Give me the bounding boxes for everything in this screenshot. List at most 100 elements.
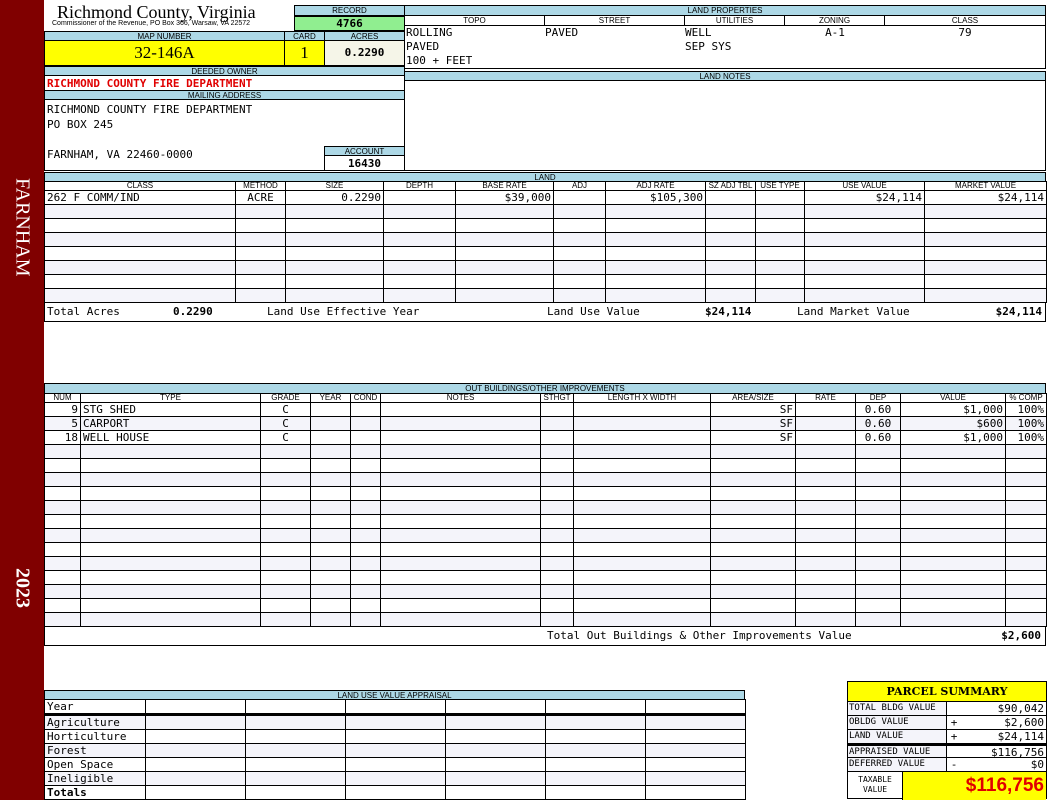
- outbuilding-row: [44, 472, 1047, 487]
- land-cell: [924, 260, 1047, 275]
- land-cell: [705, 204, 756, 219]
- outbuilding-cell: [350, 612, 381, 627]
- outbuilding-cell: [380, 584, 541, 599]
- outbuilding-cell: STG SHED: [80, 402, 261, 417]
- summary-row-value: $24,114: [997, 730, 1044, 743]
- land-column-header: ADJ: [553, 181, 606, 191]
- outbuilding-cell: [1005, 444, 1047, 459]
- land-cell: [553, 274, 606, 289]
- outbuilding-cell: [310, 612, 351, 627]
- summary-row: DEFERRED VALUE - $0: [848, 758, 1046, 772]
- land-cell: $39,000: [455, 190, 554, 205]
- outbuilding-cell: [540, 444, 574, 459]
- outbuilding-cell: [900, 472, 1006, 487]
- page-subtitle: Commissioner of the Revenue, PO Box 366,…: [52, 20, 251, 27]
- outbuilding-cell: [310, 528, 351, 543]
- parcel-summary: PARCEL SUMMARY TOTAL BLDG VALUE $90,042 OB…: [847, 681, 1047, 800]
- outbuilding-cell: 5: [44, 416, 81, 431]
- outbuilding-cell: [710, 444, 796, 459]
- outbuilding-cell: C: [260, 402, 311, 417]
- land-use-value-label: Land Use Value: [547, 305, 640, 318]
- land-use-cell: [445, 743, 546, 758]
- summary-row-value: $90,042: [997, 702, 1044, 715]
- land-use-cell: [545, 743, 646, 758]
- land-cell: [383, 246, 456, 261]
- outbuildings-total-value: $2,600: [1001, 629, 1041, 642]
- outbuilding-cell: [710, 528, 796, 543]
- outbuilding-cell: [855, 556, 901, 571]
- land-cell: [383, 260, 456, 275]
- outbuilding-cell: [540, 472, 574, 487]
- outbuilding-cell: [710, 584, 796, 599]
- outbuilding-cell: [540, 458, 574, 473]
- outbuilding-cell: [310, 416, 351, 431]
- outbuilding-cell: [350, 584, 381, 599]
- outbuilding-cell: [855, 472, 901, 487]
- outbuilding-cell: [380, 570, 541, 585]
- land-cell: [455, 288, 554, 303]
- land-cell: [235, 288, 286, 303]
- outbuilding-cell: [573, 486, 711, 501]
- outbuilding-column-header: NUM: [44, 393, 81, 403]
- outbuilding-cell: [900, 556, 1006, 571]
- land-use-cell: [445, 771, 546, 786]
- land-use-cell: [345, 699, 446, 716]
- outbuilding-cell: [795, 542, 856, 557]
- land-cell: [285, 274, 384, 289]
- land-use-row-label: Agriculture: [44, 714, 146, 730]
- outbuilding-row: 18 WELL HOUSE C SF 0.60 $1,000 100%: [44, 430, 1047, 445]
- outbuilding-cell: [855, 570, 901, 585]
- land-cell: [755, 274, 805, 289]
- land-cell: [285, 260, 384, 275]
- outbuilding-cell: [380, 514, 541, 529]
- outbuilding-column-header: RATE: [795, 393, 856, 403]
- land-use-cell: [645, 743, 746, 758]
- outbuilding-cell: [380, 416, 541, 431]
- outbuilding-cell: [710, 570, 796, 585]
- outbuilding-cell: [44, 556, 81, 571]
- outbuilding-cell: [795, 514, 856, 529]
- land-cell: $24,114: [924, 190, 1047, 205]
- outbuilding-cell: [855, 500, 901, 515]
- land-use-cell: [145, 771, 246, 786]
- outbuilding-cell: [855, 612, 901, 627]
- land-use-cell: [145, 757, 246, 772]
- land-cell: [705, 218, 756, 233]
- outbuilding-cell: [540, 416, 574, 431]
- land-properties-panel: TOPO STREET UTILITIES ZONING CLASS ROLLI…: [404, 15, 1046, 69]
- outbuilding-cell: [710, 458, 796, 473]
- land-cell: [235, 246, 286, 261]
- outbuilding-cell: [900, 598, 1006, 613]
- land-use-cell: [145, 743, 246, 758]
- land-cell: [755, 246, 805, 261]
- outbuilding-column-header: % COMP: [1005, 393, 1047, 403]
- street-value: PAVED: [545, 26, 579, 39]
- land-notes-area: [404, 80, 1046, 171]
- class-value: 79: [958, 26, 972, 39]
- land-use-cell: [245, 757, 346, 772]
- land-totals-row: Total Acres 0.2290 Land Use Effective Ye…: [44, 302, 1046, 322]
- card-number: 1: [284, 40, 325, 66]
- outbuilding-cell: [310, 402, 351, 417]
- summary-row: LAND VALUE + $24,114: [848, 730, 1046, 744]
- outbuilding-cell: [710, 472, 796, 487]
- outbuilding-cell: WELL HOUSE: [80, 430, 261, 445]
- outbuilding-cell: [44, 598, 81, 613]
- outbuilding-cell: [44, 612, 81, 627]
- outbuilding-cell: [310, 444, 351, 459]
- outbuilding-row: [44, 528, 1047, 543]
- outbuilding-cell: [900, 444, 1006, 459]
- total-acres-label: Total Acres: [47, 305, 120, 318]
- land-cell: [44, 246, 236, 261]
- outbuilding-cell: [710, 598, 796, 613]
- land-cell: [44, 288, 236, 303]
- land-column-header: DEPTH: [383, 181, 456, 191]
- outbuilding-cell: [310, 430, 351, 445]
- outbuilding-cell: $1,000: [900, 402, 1006, 417]
- outbuilding-cell: [260, 472, 311, 487]
- outbuilding-cell: [1005, 542, 1047, 557]
- land-use-row: Open Space: [44, 757, 746, 772]
- land-use-cell: [645, 699, 746, 716]
- outbuilding-cell: [260, 598, 311, 613]
- outbuilding-cell: [1005, 584, 1047, 599]
